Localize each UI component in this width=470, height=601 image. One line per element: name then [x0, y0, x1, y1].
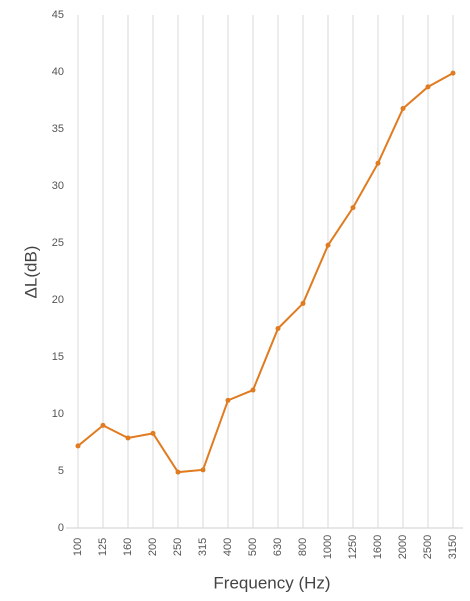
data-point [175, 469, 181, 475]
data-point [250, 387, 256, 393]
data-point [75, 443, 81, 449]
x-tick-label: 1000 [322, 535, 334, 559]
x-tick-label: 125 [97, 538, 109, 556]
x-tick-label: 500 [247, 538, 259, 556]
y-tick-label: 40 [52, 66, 64, 78]
data-point [200, 467, 206, 473]
data-point [225, 397, 231, 403]
y-tick-label: 0 [58, 522, 64, 534]
x-tick-label: 1250 [347, 535, 359, 559]
x-tick-label: 3150 [447, 535, 459, 559]
data-point [400, 105, 406, 111]
y-tick-label: 25 [52, 237, 64, 249]
x-tick-label: 1600 [372, 535, 384, 559]
data-point [425, 84, 431, 90]
y-axis-label: ΔL(dB) [21, 246, 40, 299]
y-tick-label: 30 [52, 180, 64, 192]
x-axis-label: Frequency (Hz) [213, 573, 330, 592]
y-tick-label: 10 [52, 408, 64, 420]
data-point [350, 205, 356, 211]
y-tick-label: 15 [52, 351, 64, 363]
data-point [450, 70, 456, 76]
x-tick-label: 2000 [397, 535, 409, 559]
x-tick-label: 160 [122, 538, 134, 556]
data-point [325, 242, 331, 248]
x-tick-label: 315 [197, 538, 209, 556]
data-point [150, 430, 156, 436]
x-tick-label: 2500 [422, 535, 434, 559]
data-point [275, 326, 281, 331]
x-tick-label: 630 [272, 538, 284, 556]
y-tick-label: 20 [52, 294, 64, 306]
x-tick-label: 250 [172, 538, 184, 556]
data-line [77, 72, 454, 474]
x-tick-label: 800 [297, 538, 309, 556]
y-tick-label: 5 [58, 465, 64, 477]
data-point [100, 422, 106, 428]
x-tick-label: 200 [147, 538, 159, 556]
x-tick-label: 100 [72, 538, 84, 556]
data-point [300, 300, 306, 306]
y-tick-label: 35 [52, 123, 64, 135]
data-point [375, 160, 381, 166]
x-tick-label: 400 [222, 538, 234, 556]
y-tick-label: 45 [52, 9, 64, 21]
data-point [125, 435, 131, 441]
